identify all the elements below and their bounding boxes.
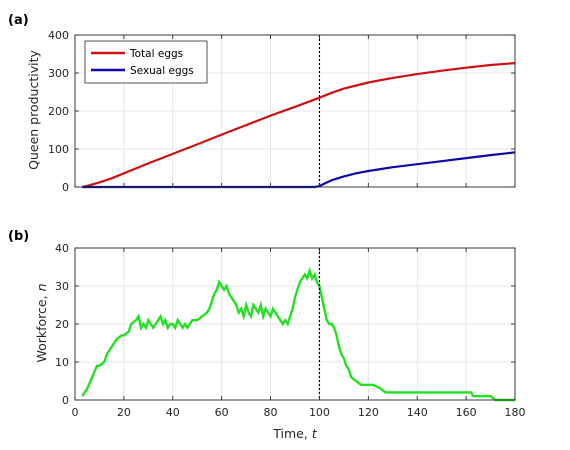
legend-label: Total eggs — [129, 48, 183, 60]
x-tick-label-b: 20 — [117, 406, 131, 419]
x-tick-label-b: 140 — [407, 406, 428, 419]
x-tick-label-b: 100 — [309, 406, 330, 419]
x-tick-label-b: 60 — [215, 406, 229, 419]
series-line-a-1 — [82, 151, 516, 189]
xlabel-b-text: Time, — [272, 426, 308, 441]
x-tick-label-b: 80 — [264, 406, 278, 419]
ylabel-b-var: n — [34, 283, 49, 291]
ylabel-a: Queen productivity — [26, 50, 41, 170]
xlabel-b-var: t — [312, 426, 318, 441]
x-tick-label-b: 0 — [72, 406, 79, 419]
xlabel-b: Time, t — [272, 426, 318, 441]
series-line-b-0 — [81, 266, 515, 402]
y-tick-label-a: 300 — [48, 67, 69, 80]
plot-b: 0 20 40 60 80 100 120 140 160 180 0 10 20 30 40 — [55, 242, 526, 419]
x-tick-label-b: 120 — [358, 406, 379, 419]
panel-label-a: (a) — [8, 13, 29, 28]
legend-box — [84, 40, 208, 84]
series-line-a-0 — [82, 62, 516, 189]
y-tick-label-a: 100 — [48, 143, 69, 156]
x-tick-label-b: 160 — [456, 406, 477, 419]
plot-a: 0 100 200 300 400 Total eggs Sexual eggs — [48, 29, 516, 194]
y-tick-label-b: 10 — [55, 356, 69, 369]
y-tick-label-a: 400 — [48, 29, 69, 42]
x-tick-label-b: 180 — [505, 406, 526, 419]
ylabel-b: Workforce, n — [34, 283, 49, 362]
y-tick-label-a: 0 — [62, 181, 69, 194]
panel-label-b: (b) — [8, 229, 29, 244]
x-tick-label-b: 40 — [166, 406, 180, 419]
legend-label: Sexual eggs — [130, 65, 194, 77]
ylabel-b-text: Workforce, — [34, 295, 49, 362]
y-tick-label-b: 20 — [55, 318, 69, 331]
y-tick-label-a: 200 — [48, 105, 69, 118]
y-tick-label-b: 0 — [62, 394, 69, 407]
y-tick-label-b: 30 — [55, 280, 69, 293]
y-tick-label-b: 40 — [55, 242, 69, 255]
